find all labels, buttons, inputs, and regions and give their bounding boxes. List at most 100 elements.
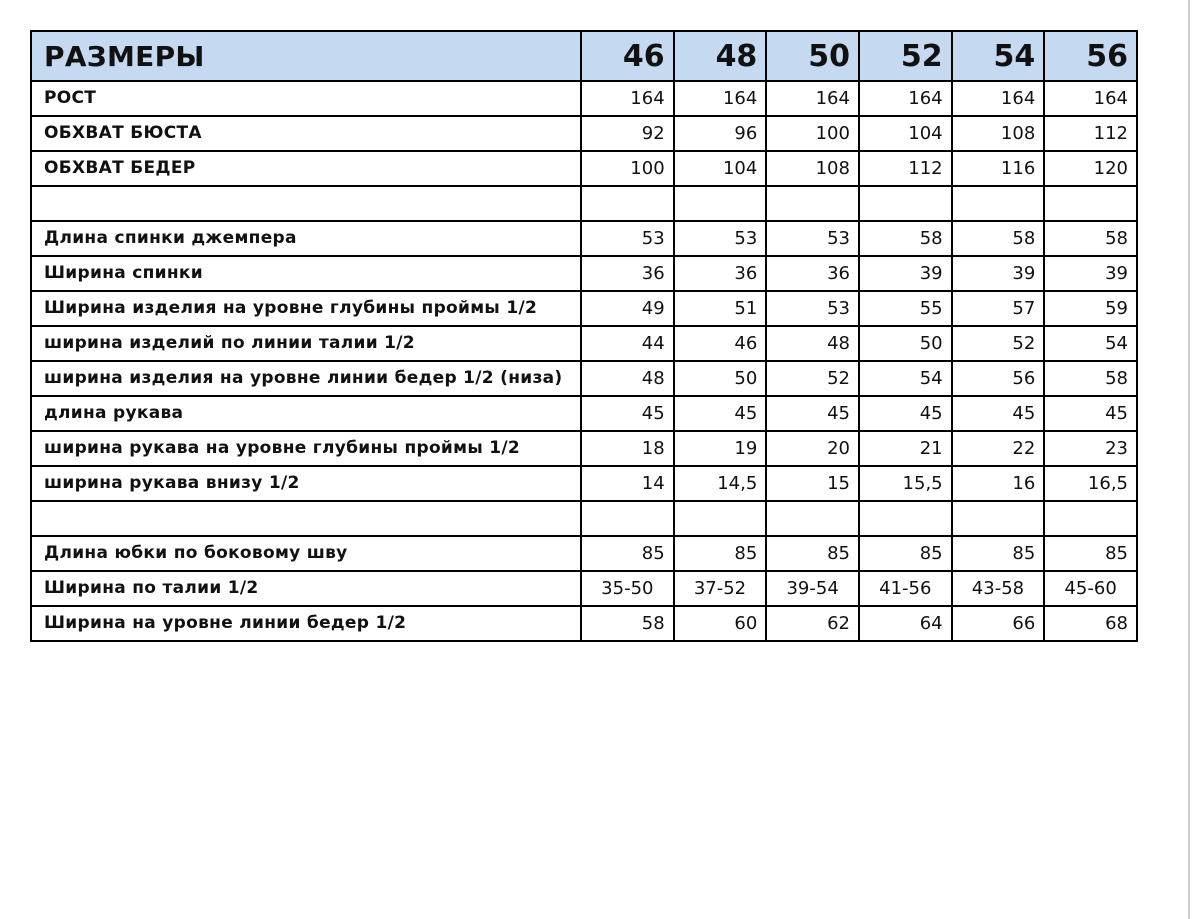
- spacer-row: [30, 500, 1138, 537]
- cell: 58: [950, 220, 1046, 257]
- table-row: Ширина изделия на уровне глубины проймы …: [30, 290, 1138, 327]
- cell: 92: [580, 115, 675, 152]
- cell: 15,5: [857, 465, 953, 502]
- cell: 58: [580, 605, 675, 642]
- table-row: ОБХВАТ БЕДЕР 100 104 108 112 116 120: [30, 150, 1138, 187]
- cell: 64: [857, 605, 953, 642]
- cell: 20: [765, 430, 860, 467]
- cell: 50: [857, 325, 953, 362]
- row-label: ширина рукава на уровне глубины проймы 1…: [30, 430, 582, 467]
- cell: 100: [580, 150, 675, 187]
- row-label: ширина рукава внизу 1/2: [30, 465, 582, 502]
- cell: 54: [950, 30, 1046, 82]
- cell: 39: [1043, 255, 1138, 292]
- row-label: ширина изделия на уровне линии бедер 1/2…: [30, 360, 582, 397]
- cell: 85: [1043, 535, 1138, 572]
- cell: 54: [1043, 325, 1138, 362]
- table-row: Ширина спинки 36 36 36 39 39 39: [30, 255, 1138, 292]
- cell: 45: [765, 395, 860, 432]
- cell: 19: [672, 430, 768, 467]
- cell: 58: [1043, 220, 1138, 257]
- table-row: Длина юбки по боковому шву 85 85 85 85 85 85: [30, 535, 1138, 572]
- cell: 39-54: [765, 570, 860, 607]
- cell: 16,5: [1043, 465, 1138, 502]
- empty-cell: [765, 185, 860, 222]
- cell: 59: [1043, 290, 1138, 327]
- cell: 116: [950, 150, 1046, 187]
- empty-cell: [580, 500, 675, 537]
- row-label: Ширина изделия на уровне глубины проймы …: [30, 290, 582, 327]
- cell: 39: [950, 255, 1046, 292]
- cell: 35-50: [580, 570, 675, 607]
- empty-cell: [857, 185, 953, 222]
- row-label: ширина изделий по линии талии 1/2: [30, 325, 582, 362]
- table-row: Ширина на уровне линии бедер 1/2 58 60 62 64…: [30, 605, 1138, 642]
- cell: 36: [672, 255, 768, 292]
- window-edge: [1188, 0, 1190, 919]
- cell: 54: [857, 360, 953, 397]
- cell: 45: [1043, 395, 1138, 432]
- size-table: РАЗМЕРЫ 46 48 50 52 54 56 РОСТ 164 164 164 164 164 16…: [30, 30, 1138, 642]
- cell: 112: [1043, 115, 1138, 152]
- cell: 120: [1043, 150, 1138, 187]
- empty-cell: [950, 500, 1046, 537]
- cell: 49: [580, 290, 675, 327]
- cell: 36: [765, 255, 860, 292]
- row-label: Ширина по талии 1/2: [30, 570, 582, 607]
- table-row: длина рукава 45 45 45 45 45 45: [30, 395, 1138, 432]
- table-row: РОСТ 164 164 164 164 164 164: [30, 80, 1138, 117]
- cell: 46: [580, 30, 675, 82]
- table-row: ширина рукава внизу 1/2 14 14,5 15 15,5 16 16,…: [30, 465, 1138, 502]
- cell: 108: [765, 150, 860, 187]
- cell: 53: [580, 220, 675, 257]
- row-label: длина рукава: [30, 395, 582, 432]
- cell: 164: [672, 80, 768, 117]
- table-body: РАЗМЕРЫ 46 48 50 52 54 56 РОСТ 164 164 164 164 164 16…: [30, 30, 1138, 642]
- cell: 48: [765, 325, 860, 362]
- empty-cell: [1043, 500, 1138, 537]
- cell: 18: [580, 430, 675, 467]
- cell: 45: [950, 395, 1046, 432]
- cell: 52: [765, 360, 860, 397]
- cell: 104: [672, 150, 768, 187]
- cell: 56: [950, 360, 1046, 397]
- cell: 164: [765, 80, 860, 117]
- empty-cell: [580, 185, 675, 222]
- cell: 44: [580, 325, 675, 362]
- cell: 16: [950, 465, 1046, 502]
- cell: 85: [672, 535, 768, 572]
- cell: 164: [1043, 80, 1138, 117]
- row-label: ОБХВАТ БЕДЕР: [30, 150, 582, 187]
- cell: 85: [580, 535, 675, 572]
- cell: 45: [580, 395, 675, 432]
- cell: 53: [672, 220, 768, 257]
- cell: 164: [950, 80, 1046, 117]
- cell: 48: [672, 30, 768, 82]
- cell: 66: [950, 605, 1046, 642]
- cell: 48: [580, 360, 675, 397]
- cell: 51: [672, 290, 768, 327]
- empty-cell: [765, 500, 860, 537]
- cell: 36: [580, 255, 675, 292]
- cell: 58: [857, 220, 953, 257]
- empty-cell: [30, 185, 582, 222]
- cell: 53: [765, 290, 860, 327]
- empty-cell: [950, 185, 1046, 222]
- row-label: ОБХВАТ БЮСТА: [30, 115, 582, 152]
- cell: 60: [672, 605, 768, 642]
- table-row: Длина спинки джемпера 53 53 53 58 58 58: [30, 220, 1138, 257]
- row-label: РАЗМЕРЫ: [30, 30, 582, 82]
- cell: 15: [765, 465, 860, 502]
- empty-cell: [672, 500, 768, 537]
- cell: 43-58: [950, 570, 1046, 607]
- table-row: Ширина по талии 1/2 35-50 37-52 39-54 41-56 4…: [30, 570, 1138, 607]
- cell: 68: [1043, 605, 1138, 642]
- table-row: ширина изделий по линии талии 1/2 44 46 48 5…: [30, 325, 1138, 362]
- cell: 52: [857, 30, 953, 82]
- cell: 100: [765, 115, 860, 152]
- cell: 56: [1043, 30, 1138, 82]
- cell: 85: [765, 535, 860, 572]
- table-row: ОБХВАТ БЮСТА 92 96 100 104 108 112: [30, 115, 1138, 152]
- cell: 23: [1043, 430, 1138, 467]
